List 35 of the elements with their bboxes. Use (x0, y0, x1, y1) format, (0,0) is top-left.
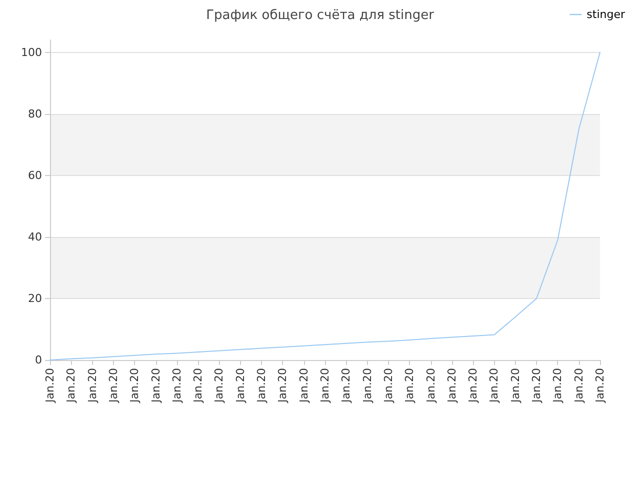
x-tick-label: Jan.20 (318, 368, 332, 404)
x-tick-label: Jan.20 (128, 368, 142, 404)
x-tick-label: Jan.20 (86, 368, 99, 404)
x-tick-label: Jan.20 (192, 368, 205, 404)
x-tick-label: Jan.20 (572, 368, 586, 404)
legend-label: stinger (586, 8, 626, 21)
x-tick-label: Jan.20 (382, 368, 395, 404)
x-tick-label: Jan.20 (170, 368, 184, 404)
x-tick-label: Jan.20 (276, 368, 290, 404)
x-tick-label: Jan.20 (424, 368, 438, 404)
x-tick-label: Jan.20 (44, 368, 56, 404)
x-tick-label: Jan.20 (594, 368, 606, 404)
y-tick-label: 0 (35, 354, 42, 366)
x-tick-label: Jan.20 (445, 368, 458, 404)
x-tick-label: Jan.20 (297, 368, 310, 404)
y-tick-label: 40 (28, 230, 42, 244)
chart-title: График общего счёта для stinger (206, 8, 435, 23)
x-tick-label: Jan.20 (234, 368, 247, 404)
x-tick-label: Jan.20 (488, 368, 501, 404)
y-tick-label: 20 (28, 292, 42, 305)
x-tick-label: Jan.20 (551, 368, 564, 404)
x-tick-label: Jan.20 (360, 368, 374, 404)
y-tick-label: 80 (28, 107, 42, 120)
x-tick-label: Jan.20 (508, 368, 522, 404)
x-tick-label: Jan.20 (530, 368, 544, 404)
x-tick-label: Jan.20 (466, 368, 480, 404)
x-tick-label: Jan.20 (255, 368, 268, 404)
x-tick-label: Jan.20 (212, 368, 226, 404)
x-tick-label: Jan.20 (340, 368, 353, 404)
y-tick-label: 100 (21, 46, 42, 59)
x-tick-label: Jan.20 (149, 368, 162, 404)
x-tick-label: Jan.20 (403, 368, 416, 404)
y-tick-label: 60 (28, 168, 42, 182)
x-tick-label: Jan.20 (106, 368, 120, 404)
x-tick-label: Jan.20 (64, 368, 78, 404)
